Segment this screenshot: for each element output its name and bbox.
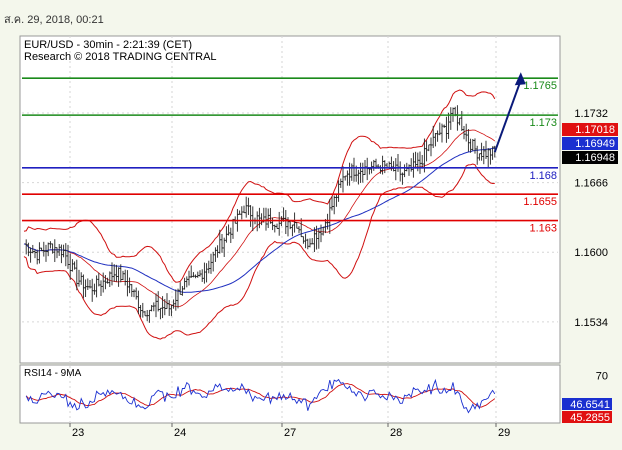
price-box-label-1: 1.16949 (575, 138, 615, 150)
projection (493, 72, 526, 153)
level-label-3: 1.1655 (523, 196, 557, 208)
chart-subtitle: Research © 2018 TRADING CENTRAL (24, 51, 217, 63)
price-panel (19, 35, 561, 364)
bollinger-upper (23, 89, 496, 283)
price-box-label-0: 1.17018 (575, 124, 615, 136)
price-box-0 (562, 123, 618, 136)
rsi-line (25, 378, 496, 414)
grid-lines (22, 36, 558, 423)
timestamp: ส.ค. 29, 2018, 00:21 (4, 14, 104, 26)
y-tick-label-2: 1.1600 (574, 247, 608, 259)
y-tick-label-3: 1.1534 (574, 317, 608, 329)
x-tick-label-1: 24 (174, 427, 186, 439)
x-tick-label-0: 23 (72, 427, 84, 439)
rsi-label: RSI14 - 9MA (24, 368, 82, 379)
projection-arrow (493, 79, 522, 153)
y-tick-label-0: 1.1732 (574, 108, 608, 120)
levels: 1.1765 1.173 1.168 1.1655 1.163 (22, 77, 558, 235)
y-tick-label-1: 1.1666 (574, 178, 608, 190)
price-box-1 (562, 137, 618, 150)
level-label-4: 1.163 (529, 223, 557, 235)
x-tick-label-3: 28 (390, 427, 402, 439)
axes: 1.1732 1.1666 1.1600 1.1534 23 24 27 28 29 70 (69, 108, 608, 439)
bollinger-lower (23, 163, 495, 340)
rsi-lines (25, 378, 496, 414)
rsi-box-label-1: 45.2855 (570, 412, 610, 424)
level-label-0: 1.1765 (523, 80, 557, 92)
chart-title: EUR/USD - 30min - 2:21:39 (CET) (24, 39, 192, 51)
rsi-ma-line (25, 383, 496, 408)
level-label-1: 1.173 (529, 117, 557, 129)
level-label-2: 1.168 (529, 170, 557, 182)
moving-average-50 (23, 147, 495, 293)
x-tick-label-4: 29 (498, 427, 510, 439)
rsi-box-label-0: 46.6541 (570, 399, 610, 411)
projection-arrow-head (514, 72, 526, 86)
rsi-box-0 (562, 398, 612, 410)
price-box-label-2: 1.16948 (575, 152, 615, 164)
rsi-tick-label: 70 (596, 371, 608, 383)
rsi-box-1 (562, 411, 612, 423)
x-tick-label-2: 27 (284, 427, 296, 439)
price-box-2 (562, 151, 618, 164)
